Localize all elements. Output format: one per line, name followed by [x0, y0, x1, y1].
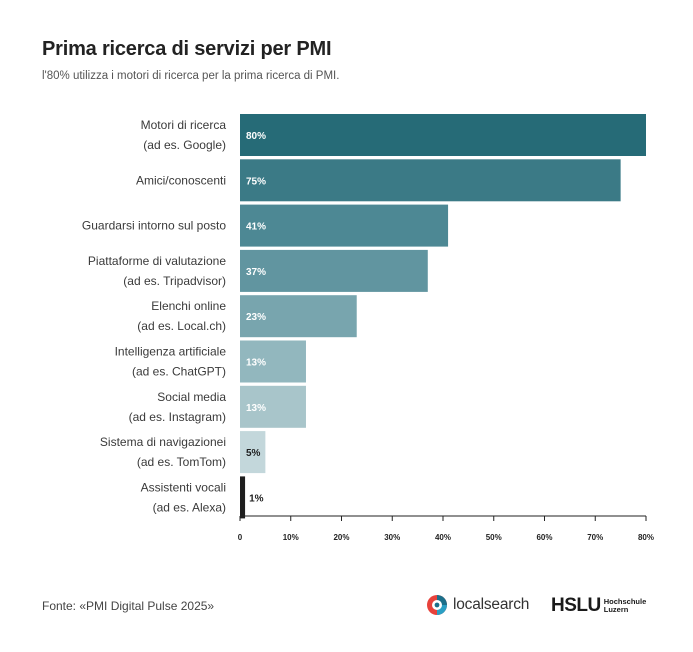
- bar: [240, 431, 266, 474]
- data-label: 37%: [246, 267, 266, 278]
- data-label: 75%: [246, 176, 266, 187]
- bar: [240, 159, 621, 202]
- category-label: (ad es. Tripadvisor): [123, 274, 226, 288]
- x-tick-label: 40%: [435, 533, 451, 542]
- category-label: Motori di ricerca: [141, 118, 227, 132]
- data-label: 80%: [246, 131, 266, 142]
- x-tick-label: 70%: [587, 533, 603, 542]
- bar: [240, 204, 449, 247]
- category-label: (ad es. Local.ch): [137, 319, 226, 333]
- bar: [240, 295, 357, 338]
- data-label: 41%: [246, 222, 266, 233]
- data-label: 13%: [246, 358, 266, 369]
- category-label: Guardarsi intorno sul posto: [82, 219, 226, 233]
- hslu-logo-text: HSLU: [551, 595, 601, 616]
- category-label: (ad es. Alexa): [153, 500, 226, 514]
- data-label: 13%: [246, 403, 266, 414]
- category-label: Assistenti vocali: [141, 480, 226, 494]
- bar: [240, 249, 428, 292]
- x-tick-label: 10%: [283, 533, 299, 542]
- category-label: (ad es. TomTom): [137, 455, 226, 469]
- category-label: Sistema di navigazionei: [100, 435, 226, 449]
- category-label: Elenchi online: [151, 299, 226, 313]
- x-tick-label: 30%: [384, 533, 400, 542]
- data-label: 23%: [246, 312, 266, 323]
- category-label: Social media: [157, 390, 226, 404]
- x-tick-label: 50%: [486, 533, 502, 542]
- bar: [240, 340, 306, 383]
- x-tick-label: 80%: [638, 533, 654, 542]
- x-tick-label: 20%: [333, 533, 349, 542]
- localsearch-logo: localsearch: [426, 593, 529, 617]
- chart-title: Prima ricerca di servizi per PMI: [42, 38, 332, 60]
- hslu-logo-subtext: Hochschule Luzern: [603, 597, 647, 614]
- localsearch-logo-text: localsearch: [453, 596, 530, 613]
- bar: [240, 385, 306, 428]
- category-label: Amici/conoscenti: [136, 173, 226, 187]
- bar: [240, 476, 246, 519]
- data-label: 5%: [246, 448, 261, 459]
- bar: [240, 114, 646, 156]
- x-tick-label: 60%: [536, 533, 552, 542]
- localsearch-icon: [427, 595, 447, 615]
- x-tick-label: 0: [238, 533, 243, 542]
- category-label: (ad es. Instagram): [129, 410, 226, 424]
- data-label: 1%: [249, 493, 264, 504]
- category-label: (ad es. ChatGPT): [132, 365, 226, 379]
- category-label: Piattaforme di valutazione: [88, 254, 226, 268]
- category-label: Intelligenza artificiale: [115, 345, 227, 359]
- bar-chart: 80% Motori di ricerca (ad es. Google) 75% Am…: [82, 114, 654, 542]
- hslu-logo: HSLU Hochschule Luzern: [551, 595, 646, 617]
- source-note: Fonte: «PMI Digital Pulse 2025»: [42, 599, 215, 613]
- category-label: (ad es. Google): [143, 138, 226, 152]
- chart-subtitle: l'80% utilizza i motori di ricerca per l…: [42, 70, 340, 82]
